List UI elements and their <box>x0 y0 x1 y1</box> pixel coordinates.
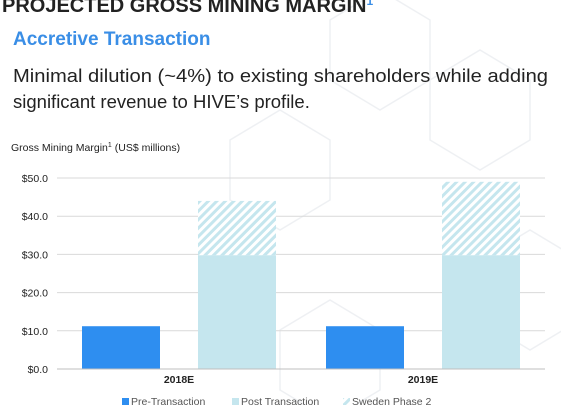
plot: $0.0 $10.0 $20.0 $30.0 $40.0 $50.0 2018E 2019E P… <box>22 173 545 405</box>
title-note: 1 <box>366 0 373 8</box>
chart-title-unit: (US$ millions) <box>115 142 180 154</box>
legend-swatch <box>122 398 129 405</box>
bar <box>198 255 276 369</box>
legend-label: Sweden Phase 2 <box>352 396 432 405</box>
bar <box>442 255 520 369</box>
y-tick-label: $30.0 <box>22 249 48 261</box>
x-tick-label: 2018E <box>164 374 194 386</box>
bar <box>442 181 520 256</box>
y-tick-label: $40.0 <box>22 211 48 223</box>
subtitle: Accretive Transaction <box>13 29 210 50</box>
legend-label: Post Transaction <box>241 396 319 405</box>
legend-label: Pre-Transaction <box>131 396 205 405</box>
bar <box>82 326 160 369</box>
body-line: Minimal dilution (~4%) to existing share… <box>13 65 548 86</box>
chart-title-note: 1 <box>108 142 112 149</box>
y-tick-label: $50.0 <box>22 173 48 185</box>
y-tick-label: $20.0 <box>22 288 48 300</box>
chart-title-text: Gross Mining Margin <box>11 142 108 154</box>
x-tick-label: 2019E <box>408 374 438 386</box>
bar <box>198 200 276 256</box>
y-tick-label: $0.0 <box>28 364 49 376</box>
legend-swatch <box>343 398 350 405</box>
bar <box>326 326 404 369</box>
slide-title: PROJECTED GROSS MINING MARGIN1 <box>2 0 373 17</box>
chart-title: Gross Mining Margin1 (US$ millions) <box>11 142 180 154</box>
legend-swatch <box>232 398 239 405</box>
body-line: significant revenue to HIVE’s profile. <box>13 91 310 112</box>
y-tick-label: $10.0 <box>22 326 48 338</box>
title-text: PROJECTED GROSS MINING MARGIN <box>2 0 366 17</box>
